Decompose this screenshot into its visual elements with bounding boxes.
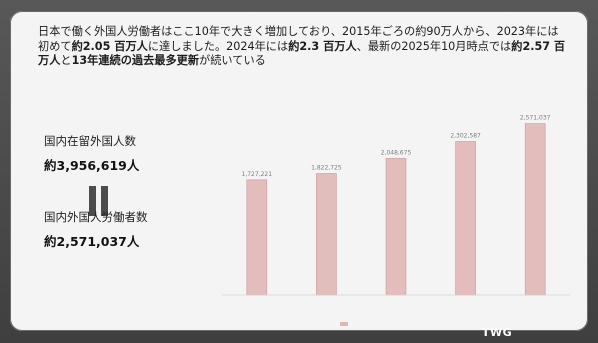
bar-value-label: 2,302,587 bbox=[450, 132, 481, 139]
bar-4 bbox=[455, 141, 476, 296]
bar-1 bbox=[246, 179, 268, 296]
residents-stat: 国内在留外国人数 約3,956,619人 bbox=[44, 133, 204, 174]
slide: 日本で働く外国人労働者はここ10年で大きく増加しており、2015年ごろの約90万… bbox=[10, 11, 588, 331]
headline-emphasis: 13年連続の過去最多更新 bbox=[71, 54, 200, 67]
headline-part: と bbox=[60, 54, 72, 67]
bar-chart: 1,727,221 1,822,725 2,048,675 2,302,587 2,57… bbox=[222, 115, 570, 296]
headline-emphasis: 約2.05 百万人 bbox=[71, 39, 148, 53]
bar-value-label: 1,727,221 bbox=[242, 171, 273, 178]
twg-logo: TWG bbox=[482, 326, 513, 339]
headline-part: 日本で働く外国人労働者はここ10年で大きく増加しており、2015年ごろの約90万… bbox=[38, 25, 559, 53]
workers-stat: 国内外国人労働者数 約2,571,037人 bbox=[44, 209, 204, 250]
bar-value-label: 2,048,675 bbox=[381, 149, 412, 156]
bar-5 bbox=[524, 123, 546, 296]
bar-2 bbox=[316, 173, 337, 296]
workers-value: 約2,571,037人 bbox=[44, 234, 140, 249]
residents-value: 約3,956,619人 bbox=[44, 158, 140, 173]
headline-part: に達しました。2024年には bbox=[147, 39, 289, 53]
bar-3 bbox=[385, 158, 407, 296]
bar-value-label: 1,822,725 bbox=[311, 164, 342, 171]
bar-value-label: 2,571,037 bbox=[520, 115, 551, 122]
headline-part: 、最新の2025年10月時点では bbox=[356, 39, 512, 53]
equals-icon bbox=[89, 186, 111, 216]
legend-swatch bbox=[340, 321, 348, 326]
chart-legend bbox=[340, 321, 351, 327]
headline-part: が続いている bbox=[199, 54, 266, 67]
residents-label: 国内在留外国人数 bbox=[44, 134, 136, 148]
headline-emphasis: 約2.57 百万人 bbox=[38, 39, 566, 68]
headline-emphasis: 約2.3 百万人 bbox=[288, 39, 357, 53]
headline-text: 日本で働く外国人労働者はここ10年で大きく増加しており、2015年ごろの約90万… bbox=[38, 25, 568, 69]
workers-label: 国内外国人労働者数 bbox=[44, 210, 148, 224]
